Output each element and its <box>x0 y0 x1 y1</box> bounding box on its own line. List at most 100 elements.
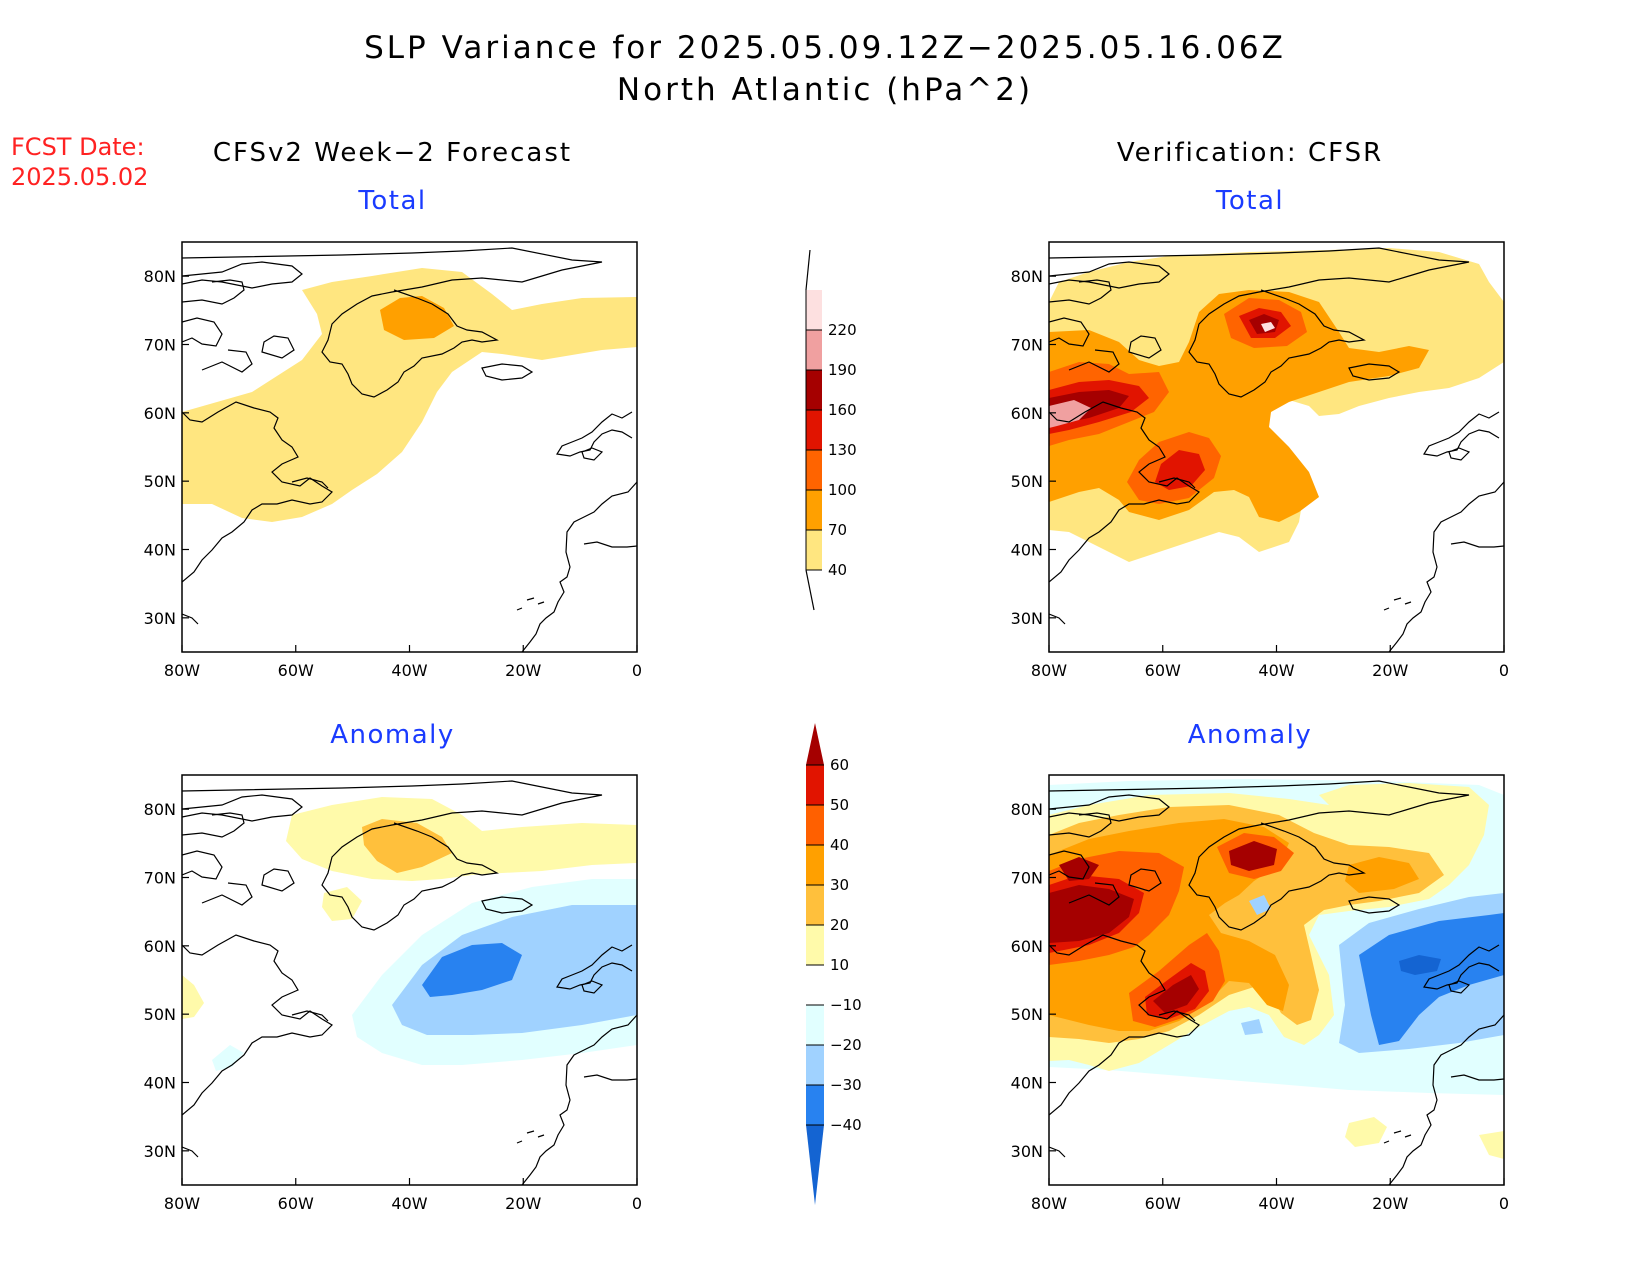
lon-tick-label: 0 <box>1499 1194 1509 1213</box>
total-colorbar-box <box>806 330 822 370</box>
verification-column-header: Verification: CFSR <box>1116 138 1384 168</box>
lon-tick-label: 80W <box>1031 661 1067 680</box>
fcst-date-label: FCST Date: <box>11 133 145 161</box>
anomaly-colorbar-box <box>806 805 824 845</box>
anomaly-colorbar-label: −30 <box>830 1076 862 1094</box>
lon-tick-label: 40W <box>1258 1194 1294 1213</box>
anomaly-colorbar-box <box>806 1045 824 1085</box>
anomaly-colorbar-high-cap <box>806 723 824 765</box>
anomaly-colorbar-label: −20 <box>830 1036 862 1054</box>
anomaly-colorbar-low-cap <box>806 1125 824 1205</box>
anom-10-20-se <box>1479 1131 1504 1159</box>
anomaly-colorbar-label: −10 <box>830 996 862 1014</box>
forecast-column-header: CFSv2 Week−2 Forecast <box>212 138 573 168</box>
verification-anomaly-map <box>1048 774 1505 1186</box>
anomaly-colorbar-box <box>806 885 824 925</box>
lat-tick-label: 50N <box>144 472 176 491</box>
lat-tick-label: 80N <box>1011 267 1043 286</box>
anom-minus10-minus20-b <box>212 1045 244 1071</box>
anomaly-colorbar-label: 50 <box>830 796 849 814</box>
lat-tick-label: 40N <box>144 541 176 560</box>
lat-tick-label: 60N <box>144 404 176 423</box>
anom-minus20-minus30-c <box>1249 895 1271 915</box>
lon-tick-label: 20W <box>505 661 541 680</box>
anom-30-40-b <box>1345 857 1419 893</box>
fcst-date-value: 2025.05.02 <box>11 163 149 191</box>
lat-tick-label: 30N <box>144 1142 176 1161</box>
lon-tick-label: 60W <box>1145 1194 1181 1213</box>
lon-tick-label: 0 <box>632 1194 642 1213</box>
lat-tick-label: 60N <box>1011 937 1043 956</box>
lon-tick-label: 40W <box>391 661 427 680</box>
verification-total-subtitle: Total <box>1215 186 1285 216</box>
lat-tick-label: 50N <box>144 1005 176 1024</box>
total-colorbar-box <box>806 410 822 450</box>
contour-220-plus <box>1261 322 1275 332</box>
lat-tick-label: 40N <box>1011 541 1043 560</box>
lon-tick-label: 60W <box>278 661 314 680</box>
lon-tick-label: 80W <box>164 1194 200 1213</box>
lat-tick-label: 80N <box>1011 800 1043 819</box>
anom-10-20 <box>286 797 637 881</box>
total-colorbar: 40 70 100 130 160 190 220 <box>805 249 857 611</box>
anom-minus40-minus <box>1399 955 1441 975</box>
main-subtitle: North Atlantic (hPa^2) <box>616 72 1034 108</box>
forecast-anomaly-map <box>181 774 638 1186</box>
lat-tick-label: 70N <box>144 869 176 888</box>
total-colorbar-box <box>806 290 822 330</box>
lon-tick-label: 80W <box>164 661 200 680</box>
lon-tick-label: 80W <box>1031 1194 1067 1213</box>
lat-tick-label: 30N <box>1011 1142 1043 1161</box>
lon-tick-label: 20W <box>1372 1194 1408 1213</box>
forecast-total-map <box>181 241 638 653</box>
anomaly-colorbar-label: 20 <box>830 916 849 934</box>
total-colorbar-label: 100 <box>828 481 857 499</box>
verification-anomaly-subtitle: Anomaly <box>1187 720 1313 750</box>
anomaly-colorbar-box <box>806 765 824 805</box>
anomaly-colorbar-box <box>806 1085 824 1125</box>
lat-tick-label: 60N <box>144 937 176 956</box>
anomaly-colorbar-label: 30 <box>830 876 849 894</box>
anom-20-30 <box>362 819 452 873</box>
lat-tick-label: 30N <box>144 609 176 628</box>
anomaly-colorbar-box <box>806 925 824 965</box>
lon-tick-label: 20W <box>505 1194 541 1213</box>
lat-tick-label: 70N <box>1011 336 1043 355</box>
lat-tick-label: 50N <box>1011 472 1043 491</box>
lat-tick-label: 70N <box>1011 869 1043 888</box>
lat-tick-label: 60N <box>1011 404 1043 423</box>
contour-70-100 <box>380 296 454 340</box>
verification-total-map <box>1048 241 1505 653</box>
forecast-anomaly-subtitle: Anomaly <box>330 720 455 750</box>
lat-tick-label: 70N <box>144 336 176 355</box>
total-colorbar-top-taper <box>805 249 811 291</box>
total-colorbar-label: 40 <box>828 561 847 579</box>
anomaly-colorbar-label: 40 <box>830 836 849 854</box>
anomaly-colorbar-label: 10 <box>830 956 849 974</box>
total-colorbar-box <box>806 530 822 570</box>
lat-tick-label: 40N <box>144 1074 176 1093</box>
anomaly-colorbar: −40 −30 −20 −10 10 20 30 40 50 60 <box>806 723 862 1205</box>
lon-tick-label: 20W <box>1372 661 1408 680</box>
lon-tick-label: 0 <box>1499 661 1509 680</box>
total-colorbar-box <box>806 370 822 410</box>
lat-tick-label: 50N <box>1011 1005 1043 1024</box>
anom-60-plus <box>1049 885 1134 943</box>
total-colorbar-bottom-taper <box>805 569 815 611</box>
anomaly-colorbar-label: 60 <box>830 756 849 774</box>
total-colorbar-box <box>806 450 822 490</box>
anom-60-plus-c <box>1153 975 1199 1013</box>
anom-10-20-south <box>1345 1117 1387 1147</box>
total-colorbar-label: 130 <box>828 441 857 459</box>
anom-60-plus-b <box>1059 857 1099 881</box>
total-colorbar-box <box>806 490 822 530</box>
anomaly-colorbar-box <box>806 845 824 885</box>
anomaly-colorbar-label: −40 <box>830 1116 862 1134</box>
lat-tick-label: 80N <box>144 267 176 286</box>
lat-tick-label: 80N <box>144 800 176 819</box>
anomaly-colorbar-box <box>806 1005 824 1045</box>
lon-tick-label: 60W <box>278 1194 314 1213</box>
lat-tick-label: 40N <box>1011 1074 1043 1093</box>
total-colorbar-label: 190 <box>828 361 857 379</box>
anom-minus30-minus40 <box>1359 913 1504 1045</box>
